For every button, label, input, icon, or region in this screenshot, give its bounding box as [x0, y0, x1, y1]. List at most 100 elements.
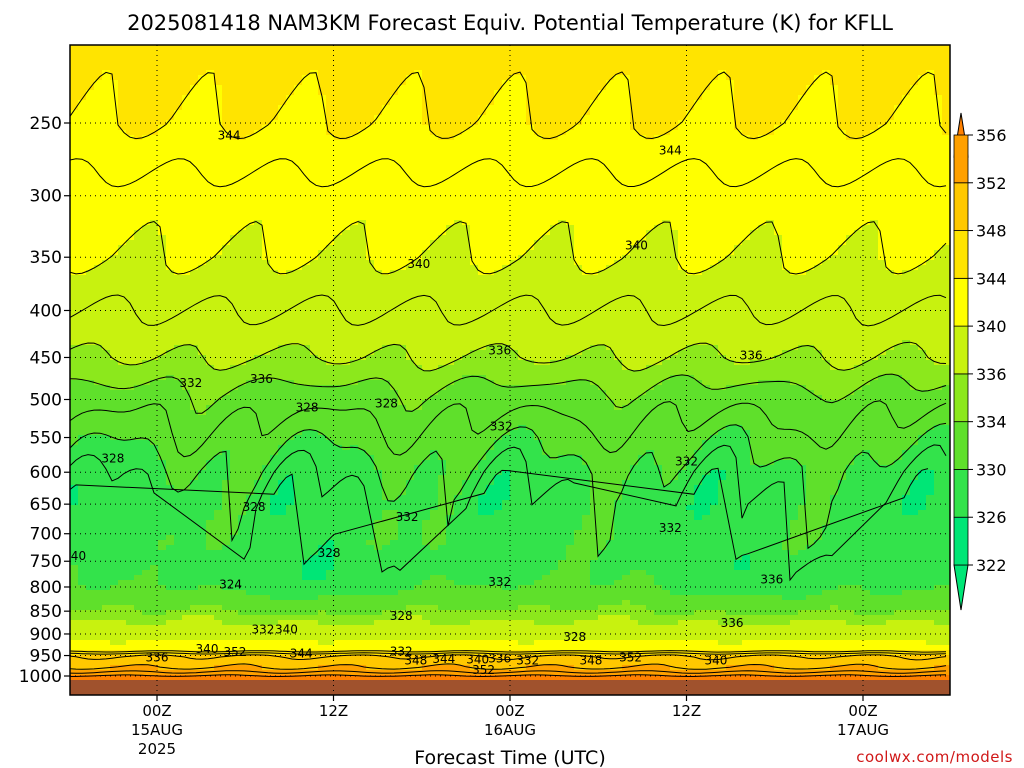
field-cell	[214, 360, 223, 366]
field-cell	[174, 585, 183, 591]
field-cell	[94, 535, 103, 541]
field-cell	[166, 45, 175, 51]
field-cell	[198, 260, 207, 266]
field-cell	[302, 415, 311, 421]
field-cell	[318, 495, 327, 501]
field-cell	[374, 270, 383, 276]
field-cell	[118, 95, 127, 101]
field-cell	[190, 425, 199, 431]
field-cell	[102, 605, 111, 611]
field-cell	[86, 455, 95, 461]
field-cell	[230, 245, 239, 251]
field-cell	[294, 440, 303, 446]
field-cell	[222, 480, 231, 486]
field-cell	[214, 135, 223, 141]
field-cell	[166, 410, 175, 416]
field-cell	[150, 95, 159, 101]
field-cell	[174, 85, 183, 91]
field-cell	[286, 220, 295, 226]
field-cell	[238, 630, 247, 636]
field-cell	[222, 55, 231, 61]
field-cell	[166, 175, 175, 181]
field-cell	[310, 560, 319, 566]
field-cell	[366, 425, 375, 431]
field-cell	[358, 300, 367, 306]
field-cell	[206, 625, 215, 631]
field-cell	[158, 635, 167, 641]
field-cell	[246, 480, 255, 486]
field-cell	[230, 465, 239, 471]
field-cell	[358, 80, 367, 86]
field-cell	[110, 70, 119, 76]
field-cell	[206, 565, 215, 571]
field-cell	[110, 595, 119, 601]
field-cell	[70, 660, 79, 666]
field-cell	[302, 200, 311, 206]
field-cell	[230, 295, 239, 301]
field-cell	[254, 550, 263, 556]
field-cell	[206, 370, 215, 376]
field-cell	[118, 545, 127, 551]
field-cell	[70, 550, 79, 556]
field-cell	[278, 375, 287, 381]
field-cell	[70, 100, 79, 106]
field-cell	[350, 675, 359, 681]
field-cell	[358, 465, 367, 471]
field-cell	[166, 615, 175, 621]
field-cell	[294, 400, 303, 406]
field-cell	[278, 640, 287, 646]
field-cell	[286, 370, 295, 376]
field-cell	[206, 310, 215, 316]
field-cell	[262, 70, 271, 76]
field-cell	[78, 490, 87, 496]
field-cell	[190, 115, 199, 121]
field-cell	[270, 435, 279, 441]
field-cell	[94, 655, 103, 661]
field-cell	[118, 410, 127, 416]
field-cell	[350, 305, 359, 311]
field-cell	[358, 150, 367, 156]
field-cell	[318, 305, 327, 311]
field-cell	[86, 580, 95, 586]
field-cell	[206, 80, 215, 86]
field-cell	[334, 270, 343, 276]
field-cell	[150, 305, 159, 311]
field-cell	[278, 525, 287, 531]
field-cell	[238, 265, 247, 271]
field-cell	[166, 565, 175, 571]
field-cell	[174, 245, 183, 251]
field-cell	[310, 90, 319, 96]
field-cell	[254, 375, 263, 381]
field-cell	[294, 220, 303, 226]
field-cell	[254, 245, 263, 251]
field-cell	[294, 485, 303, 491]
field-cell	[238, 535, 247, 541]
field-cell	[126, 305, 135, 311]
field-cell	[318, 140, 327, 146]
field-cell	[294, 180, 303, 186]
field-cell	[334, 680, 343, 686]
field-cell	[70, 525, 79, 531]
field-cell	[86, 205, 95, 211]
field-cell	[142, 310, 151, 316]
field-cell	[158, 315, 167, 321]
field-cell	[78, 565, 87, 571]
field-cell	[294, 190, 303, 196]
field-cell	[94, 155, 103, 161]
field-cell	[246, 570, 255, 576]
field-cell	[158, 580, 167, 586]
field-cell	[326, 60, 335, 66]
field-cell	[118, 460, 127, 466]
field-cell	[206, 540, 215, 546]
field-cell	[366, 315, 375, 321]
field-cell	[150, 470, 159, 476]
field-cell	[182, 540, 191, 546]
field-cell	[134, 515, 143, 521]
field-cell	[238, 450, 247, 456]
field-cell	[86, 280, 95, 286]
field-cell	[222, 540, 231, 546]
field-cell	[294, 225, 303, 231]
field-cell	[182, 480, 191, 486]
field-cell	[206, 480, 215, 486]
field-cell	[350, 185, 359, 191]
